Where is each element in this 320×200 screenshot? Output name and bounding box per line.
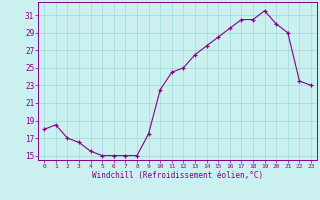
X-axis label: Windchill (Refroidissement éolien,°C): Windchill (Refroidissement éolien,°C) [92, 171, 263, 180]
